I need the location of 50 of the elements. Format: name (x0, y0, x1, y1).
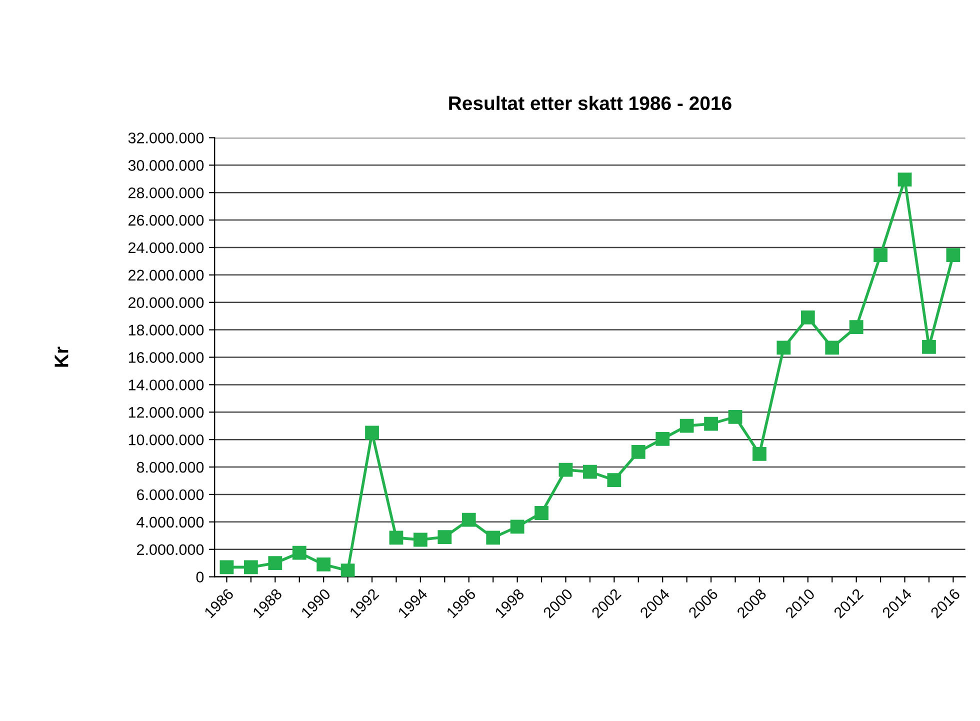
point (389, 530, 404, 545)
y-tick-label: 2.000.000 (137, 544, 204, 556)
point (849, 320, 864, 334)
point (776, 340, 791, 355)
point (558, 462, 573, 477)
point (462, 512, 476, 527)
point (680, 418, 694, 433)
y-tick-label: 26.000.000 (128, 214, 204, 226)
point (365, 426, 379, 440)
point (292, 546, 306, 560)
point (268, 556, 282, 570)
point (414, 532, 428, 547)
y-tick-label: 22.000.000 (128, 270, 204, 281)
point (316, 558, 331, 572)
y-tick-label: 32.000.000 (128, 132, 204, 144)
point (752, 447, 766, 461)
point (583, 464, 597, 479)
point (922, 340, 936, 354)
point (244, 560, 258, 574)
point (340, 564, 355, 577)
y-tick-label: 10.000.000 (128, 434, 204, 446)
point (534, 506, 548, 520)
y-axis-title: Kr (54, 346, 68, 367)
point (607, 473, 622, 488)
y-tick-label: 20.000.000 (128, 297, 204, 308)
point (510, 520, 524, 534)
y-tick-label: 8.000.000 (136, 462, 204, 473)
y-tick-label: 14.000.000 (128, 380, 204, 390)
point (656, 432, 670, 446)
y-tick-label: 16.000.000 (128, 352, 204, 363)
point (438, 530, 452, 544)
point (631, 444, 646, 459)
point (220, 560, 234, 574)
y-tick-label: 18.000.000 (128, 324, 204, 336)
point (874, 248, 888, 262)
y-tick-label: 4.000.000 (136, 516, 204, 528)
y-tick-label: 6.000.000 (137, 489, 204, 500)
point (946, 248, 960, 262)
chart-title: Resultat etter skatt 1986 - 2016 (449, 96, 732, 110)
y-tick-label: 30.000.000 (128, 160, 204, 171)
point (825, 340, 840, 355)
point (800, 310, 815, 324)
y-tick-label: 12.000.000 (128, 407, 204, 418)
y-tick-label: 0 (196, 572, 204, 582)
point (898, 172, 912, 187)
point (704, 416, 718, 431)
point (486, 530, 500, 545)
y-tick-label: 24.000.000 (128, 242, 204, 254)
point (728, 410, 742, 424)
y-tick-label: 28.000.000 (128, 187, 204, 198)
